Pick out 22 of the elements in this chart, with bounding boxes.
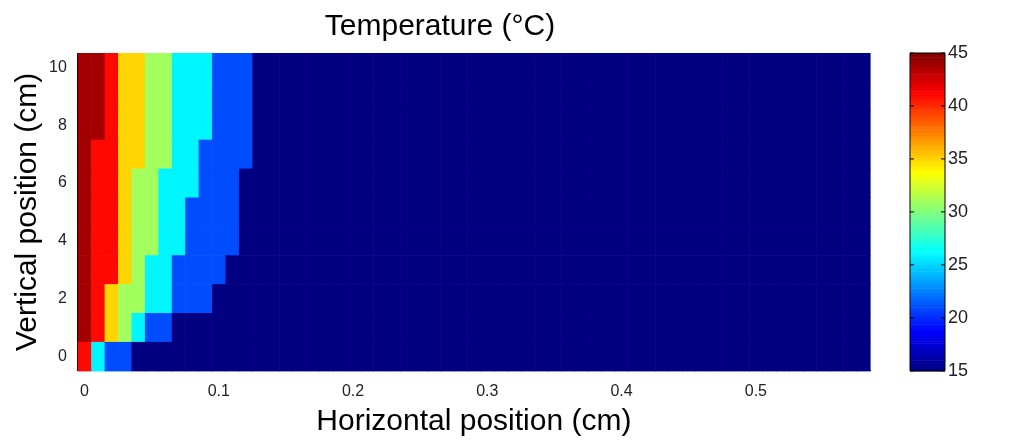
y-tick-label: 0 [57, 346, 67, 364]
x-tick-label: 0.5 [744, 381, 768, 399]
y-tick-label: 4 [57, 231, 67, 249]
chart-title: Temperature (°C) [324, 8, 556, 42]
y-axis-title: Vertical position (cm) [9, 72, 43, 352]
y-tick-label: 6 [57, 173, 67, 191]
x-tick-label: 0.3 [476, 381, 499, 399]
color-bar-label: 25 [948, 253, 969, 274]
y-tick-label: 10 [49, 57, 67, 75]
x-axis-title: Horizontal position (cm) [316, 403, 632, 437]
y-tick-label: 2 [57, 288, 67, 306]
color-bar-label: 35 [948, 147, 969, 168]
color-bar-label: 40 [948, 94, 969, 115]
color-bar-label: 30 [948, 200, 969, 221]
y-tick-label: 8 [57, 115, 67, 133]
x-tick-label: 0.2 [341, 381, 365, 399]
x-tick-label: 0 [80, 381, 90, 399]
color-bar-label: 45 [948, 41, 969, 62]
color-bar-label: 20 [948, 306, 969, 327]
color-bar-label: 15 [948, 359, 969, 380]
x-tick-label: 0.4 [610, 381, 633, 399]
x-tick-label: 0.1 [207, 381, 230, 399]
